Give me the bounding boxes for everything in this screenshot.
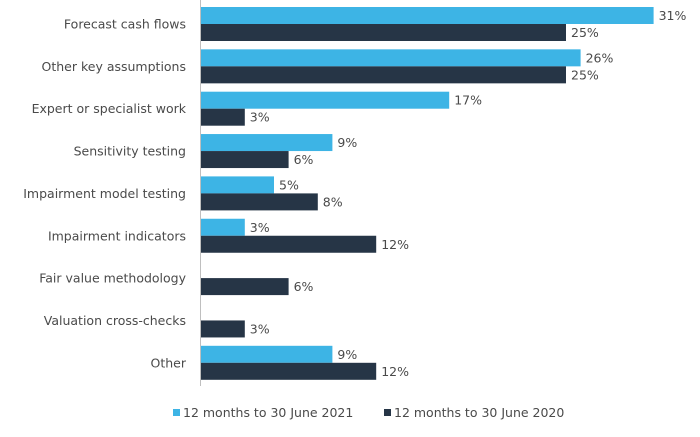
data-label: 3% [250,110,270,125]
data-label: 9% [337,135,357,150]
category-label: Impairment indicators [48,228,186,243]
category-label: Valuation cross-checks [44,313,186,328]
bar-2021 [201,176,274,194]
data-label: 12% [381,364,409,379]
data-label: 25% [571,67,599,82]
bar-2020 [201,193,318,211]
bar-2020 [201,320,245,338]
data-label: 25% [571,25,599,40]
category-label: Other key assumptions [42,59,187,74]
bar-2020 [201,108,245,126]
category-label: Impairment model testing [23,186,186,201]
bar-2020 [201,66,566,84]
data-label: 3% [250,321,270,336]
bar-2021 [201,91,450,109]
legend-label: 12 months to 30 June 2020 [394,405,564,420]
bar-2021 [201,134,333,152]
data-label: 6% [294,279,314,294]
bar-2020 [201,24,566,41]
bar-2020 [201,278,289,296]
legend-label: 12 months to 30 June 2021 [183,405,353,420]
bar-2021 [201,49,581,67]
bar-2020 [201,151,289,169]
category-label: Expert or specialist work [32,101,187,116]
bar-2020 [201,235,377,253]
data-label: 26% [586,50,614,65]
category-label: Forecast cash flows [64,17,186,32]
data-label: 31% [659,8,687,23]
data-label: 9% [337,347,357,362]
data-label: 6% [294,152,314,167]
data-label: 12% [381,237,409,252]
legend: 12 months to 30 June 2021 12 months to 30… [173,405,564,420]
bar-2021 [201,7,654,24]
category-label: Fair value methodology [39,271,186,286]
bar-2021 [201,345,333,363]
bar-2020 [201,362,377,380]
data-label: 3% [250,220,270,235]
legend-swatch [384,409,391,416]
data-label: 17% [454,93,482,108]
bar-2021 [201,218,245,236]
data-label: 8% [323,194,343,209]
data-label: 5% [279,177,299,192]
category-label: Other [151,355,187,370]
legend-swatch [173,409,180,416]
category-label: Sensitivity testing [74,144,186,159]
